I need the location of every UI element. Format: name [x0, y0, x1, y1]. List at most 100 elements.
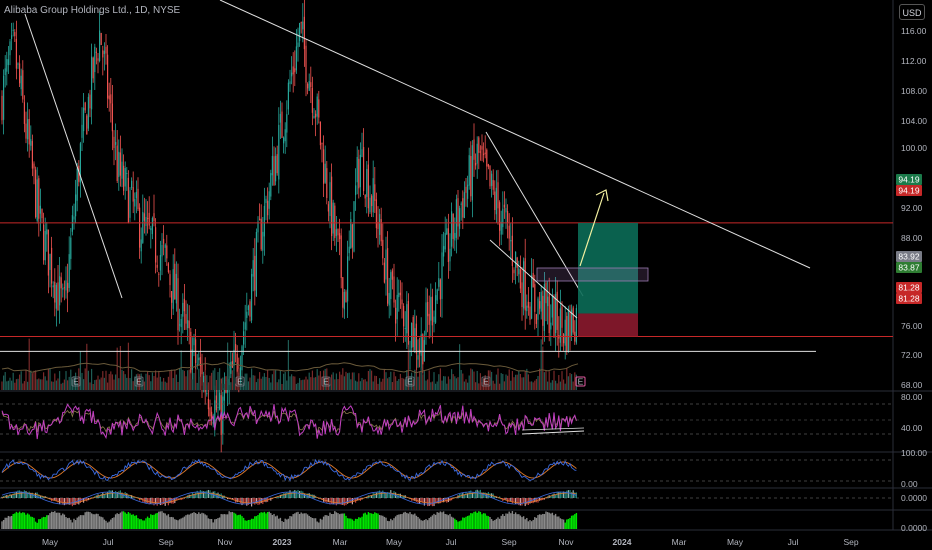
momentum-bar — [562, 519, 565, 529]
macd-histogram-bar — [211, 492, 213, 498]
macd-histogram-bar — [431, 498, 433, 507]
momentum-bar — [199, 513, 202, 529]
rsi-tick-label: 40.00 — [901, 423, 923, 433]
momentum-bar — [345, 515, 347, 529]
volume-bar — [59, 371, 61, 390]
volume-bar — [532, 382, 534, 390]
candle-body — [187, 320, 189, 329]
macd-histogram-bar — [27, 492, 29, 498]
candle-body — [51, 247, 53, 284]
macd-histogram-bar — [260, 498, 262, 504]
candle-body — [521, 282, 523, 308]
macd-histogram-bar — [182, 498, 184, 500]
volume-bar — [84, 368, 86, 390]
candle-body — [460, 203, 462, 205]
candle-body — [559, 308, 561, 343]
candle-body — [273, 156, 275, 186]
macd-histogram-bar — [123, 493, 125, 498]
momentum-bar — [66, 518, 69, 529]
volume-bar — [167, 376, 169, 390]
macd-histogram-bar — [371, 495, 373, 498]
momentum-bar — [412, 514, 414, 529]
momentum-bar — [119, 512, 122, 529]
momentum-bar — [65, 517, 67, 529]
volume-bar — [230, 382, 232, 390]
price-tick-label: 92.00 — [901, 203, 923, 213]
volume-bar — [350, 379, 352, 390]
macd-histogram-bar — [286, 492, 288, 498]
candle-body — [500, 221, 502, 235]
momentum-bar — [396, 514, 398, 529]
volume-bar — [212, 370, 214, 390]
volume-bar — [454, 376, 456, 390]
candle-body — [299, 22, 301, 42]
macd-histogram-bar — [233, 498, 235, 500]
volume-bar — [355, 380, 357, 390]
volume-bar — [486, 380, 488, 390]
macd-histogram-bar — [399, 493, 401, 498]
candle-body — [27, 119, 29, 140]
candle-body — [303, 16, 305, 50]
candle-body — [275, 155, 277, 182]
candle-body — [329, 182, 331, 217]
macd-histogram-bar — [463, 494, 465, 498]
volume-bar — [419, 371, 421, 390]
momentum-bar — [22, 512, 24, 529]
momentum-bar — [442, 511, 445, 529]
volume-bar — [449, 379, 451, 390]
volume-bar — [235, 383, 237, 390]
candle-body — [523, 261, 525, 309]
volume-bar — [100, 377, 102, 390]
volume-bar — [217, 372, 219, 390]
time-tick-label: Sep — [158, 537, 173, 547]
volume-bar — [399, 373, 401, 390]
macd-histogram-bar — [217, 492, 219, 498]
volume-bar — [201, 374, 203, 390]
candle-body — [143, 213, 145, 221]
candle-body — [492, 180, 494, 190]
macd-histogram-bar — [150, 498, 152, 504]
momentum-bar — [446, 514, 448, 529]
stoch-tick-label: 0.00 — [901, 479, 918, 489]
macd-histogram-bar — [356, 498, 358, 501]
momentum-bar — [486, 515, 488, 529]
momentum-bar — [252, 518, 254, 529]
candle-body — [342, 277, 344, 308]
volume-bar — [567, 376, 569, 390]
momentum-bar — [534, 517, 536, 529]
volume-bar — [190, 372, 192, 390]
macd-histogram-bar — [153, 498, 155, 506]
macd-histogram-bar — [516, 498, 518, 504]
macd-histogram-bar — [521, 498, 523, 506]
volume-bar — [60, 383, 62, 390]
macd-histogram-bar — [436, 498, 438, 504]
volume-bar — [510, 380, 512, 390]
momentum-bar — [1, 521, 3, 529]
macd-histogram-bar — [73, 498, 75, 506]
candle-body — [159, 255, 161, 271]
volume-bar — [67, 380, 69, 390]
macd-histogram-bar — [489, 493, 491, 498]
currency-button[interactable]: USD — [899, 4, 925, 20]
volume-bar — [124, 374, 126, 390]
momentum-bar — [511, 511, 514, 529]
volume-bar — [465, 379, 467, 390]
volume-bar — [73, 376, 75, 390]
momentum-bar — [428, 518, 430, 529]
macd-histogram-bar — [334, 498, 336, 504]
momentum-bar — [575, 512, 578, 529]
candle-body — [91, 56, 93, 110]
candle-body — [356, 156, 358, 183]
volume-bar — [159, 376, 161, 390]
momentum-bar — [225, 514, 227, 529]
time-tick-label: Nov — [217, 537, 233, 547]
candle-body — [89, 94, 91, 109]
momentum-bar — [281, 521, 283, 529]
macd-histogram-bar — [15, 491, 17, 498]
momentum-bar — [185, 515, 187, 529]
momentum-bar — [313, 518, 315, 529]
candle-body — [435, 295, 437, 323]
volume-bar — [75, 372, 77, 390]
macd-histogram-bar — [204, 491, 206, 498]
